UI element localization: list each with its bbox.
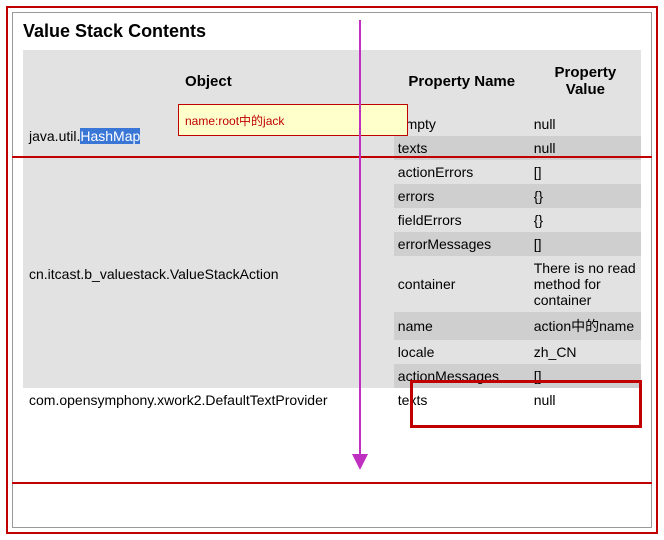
prop-value-cell: {}	[530, 208, 641, 232]
prop-value-cell: There is no read method for container	[530, 256, 641, 312]
col-header-property-value: Property Value	[530, 50, 641, 112]
prop-name-cell: errors	[394, 184, 530, 208]
object-text-prefix: java.util.	[29, 128, 80, 144]
prop-value-cell: zh_CN	[530, 340, 641, 364]
prop-name-cell: empty	[394, 112, 530, 136]
prop-name-cell: actionErrors	[394, 160, 530, 184]
annotation-arrow-icon	[348, 20, 372, 470]
annotation-tooltip: name:root中的jack	[178, 104, 408, 136]
annotation-highlight-box	[410, 380, 642, 428]
prop-name-cell: container	[394, 256, 530, 312]
prop-value-cell: []	[530, 232, 641, 256]
annotation-hline-bottom	[12, 482, 652, 484]
prop-value-cell: null	[530, 112, 641, 136]
selected-text[interactable]: HashMap	[80, 128, 140, 144]
col-header-object: Object	[23, 50, 394, 112]
table-row: cn.itcast.b_valuestack.ValueStackAction …	[23, 160, 641, 184]
prop-name-cell: errorMessages	[394, 232, 530, 256]
table-header-row: Object Property Name Property Value	[23, 50, 641, 112]
prop-name-cell: fieldErrors	[394, 208, 530, 232]
panel-title: Value Stack Contents	[23, 21, 641, 42]
prop-value-cell: action中的name	[530, 312, 641, 340]
annotation-hline-top	[12, 156, 652, 158]
annotation-tooltip-text: name:root中的jack	[185, 112, 284, 129]
object-cell-defaulttextprovider: com.opensymphony.xwork2.DefaultTextProvi…	[23, 388, 394, 412]
prop-value-cell: []	[530, 160, 641, 184]
prop-value-cell: {}	[530, 184, 641, 208]
object-cell-valuestackaction: cn.itcast.b_valuestack.ValueStackAction	[23, 160, 394, 388]
prop-name-cell: locale	[394, 340, 530, 364]
col-header-property-name: Property Name	[394, 50, 530, 112]
value-stack-panel: Value Stack Contents Object Property Nam…	[12, 12, 652, 528]
prop-name-cell: name	[394, 312, 530, 340]
